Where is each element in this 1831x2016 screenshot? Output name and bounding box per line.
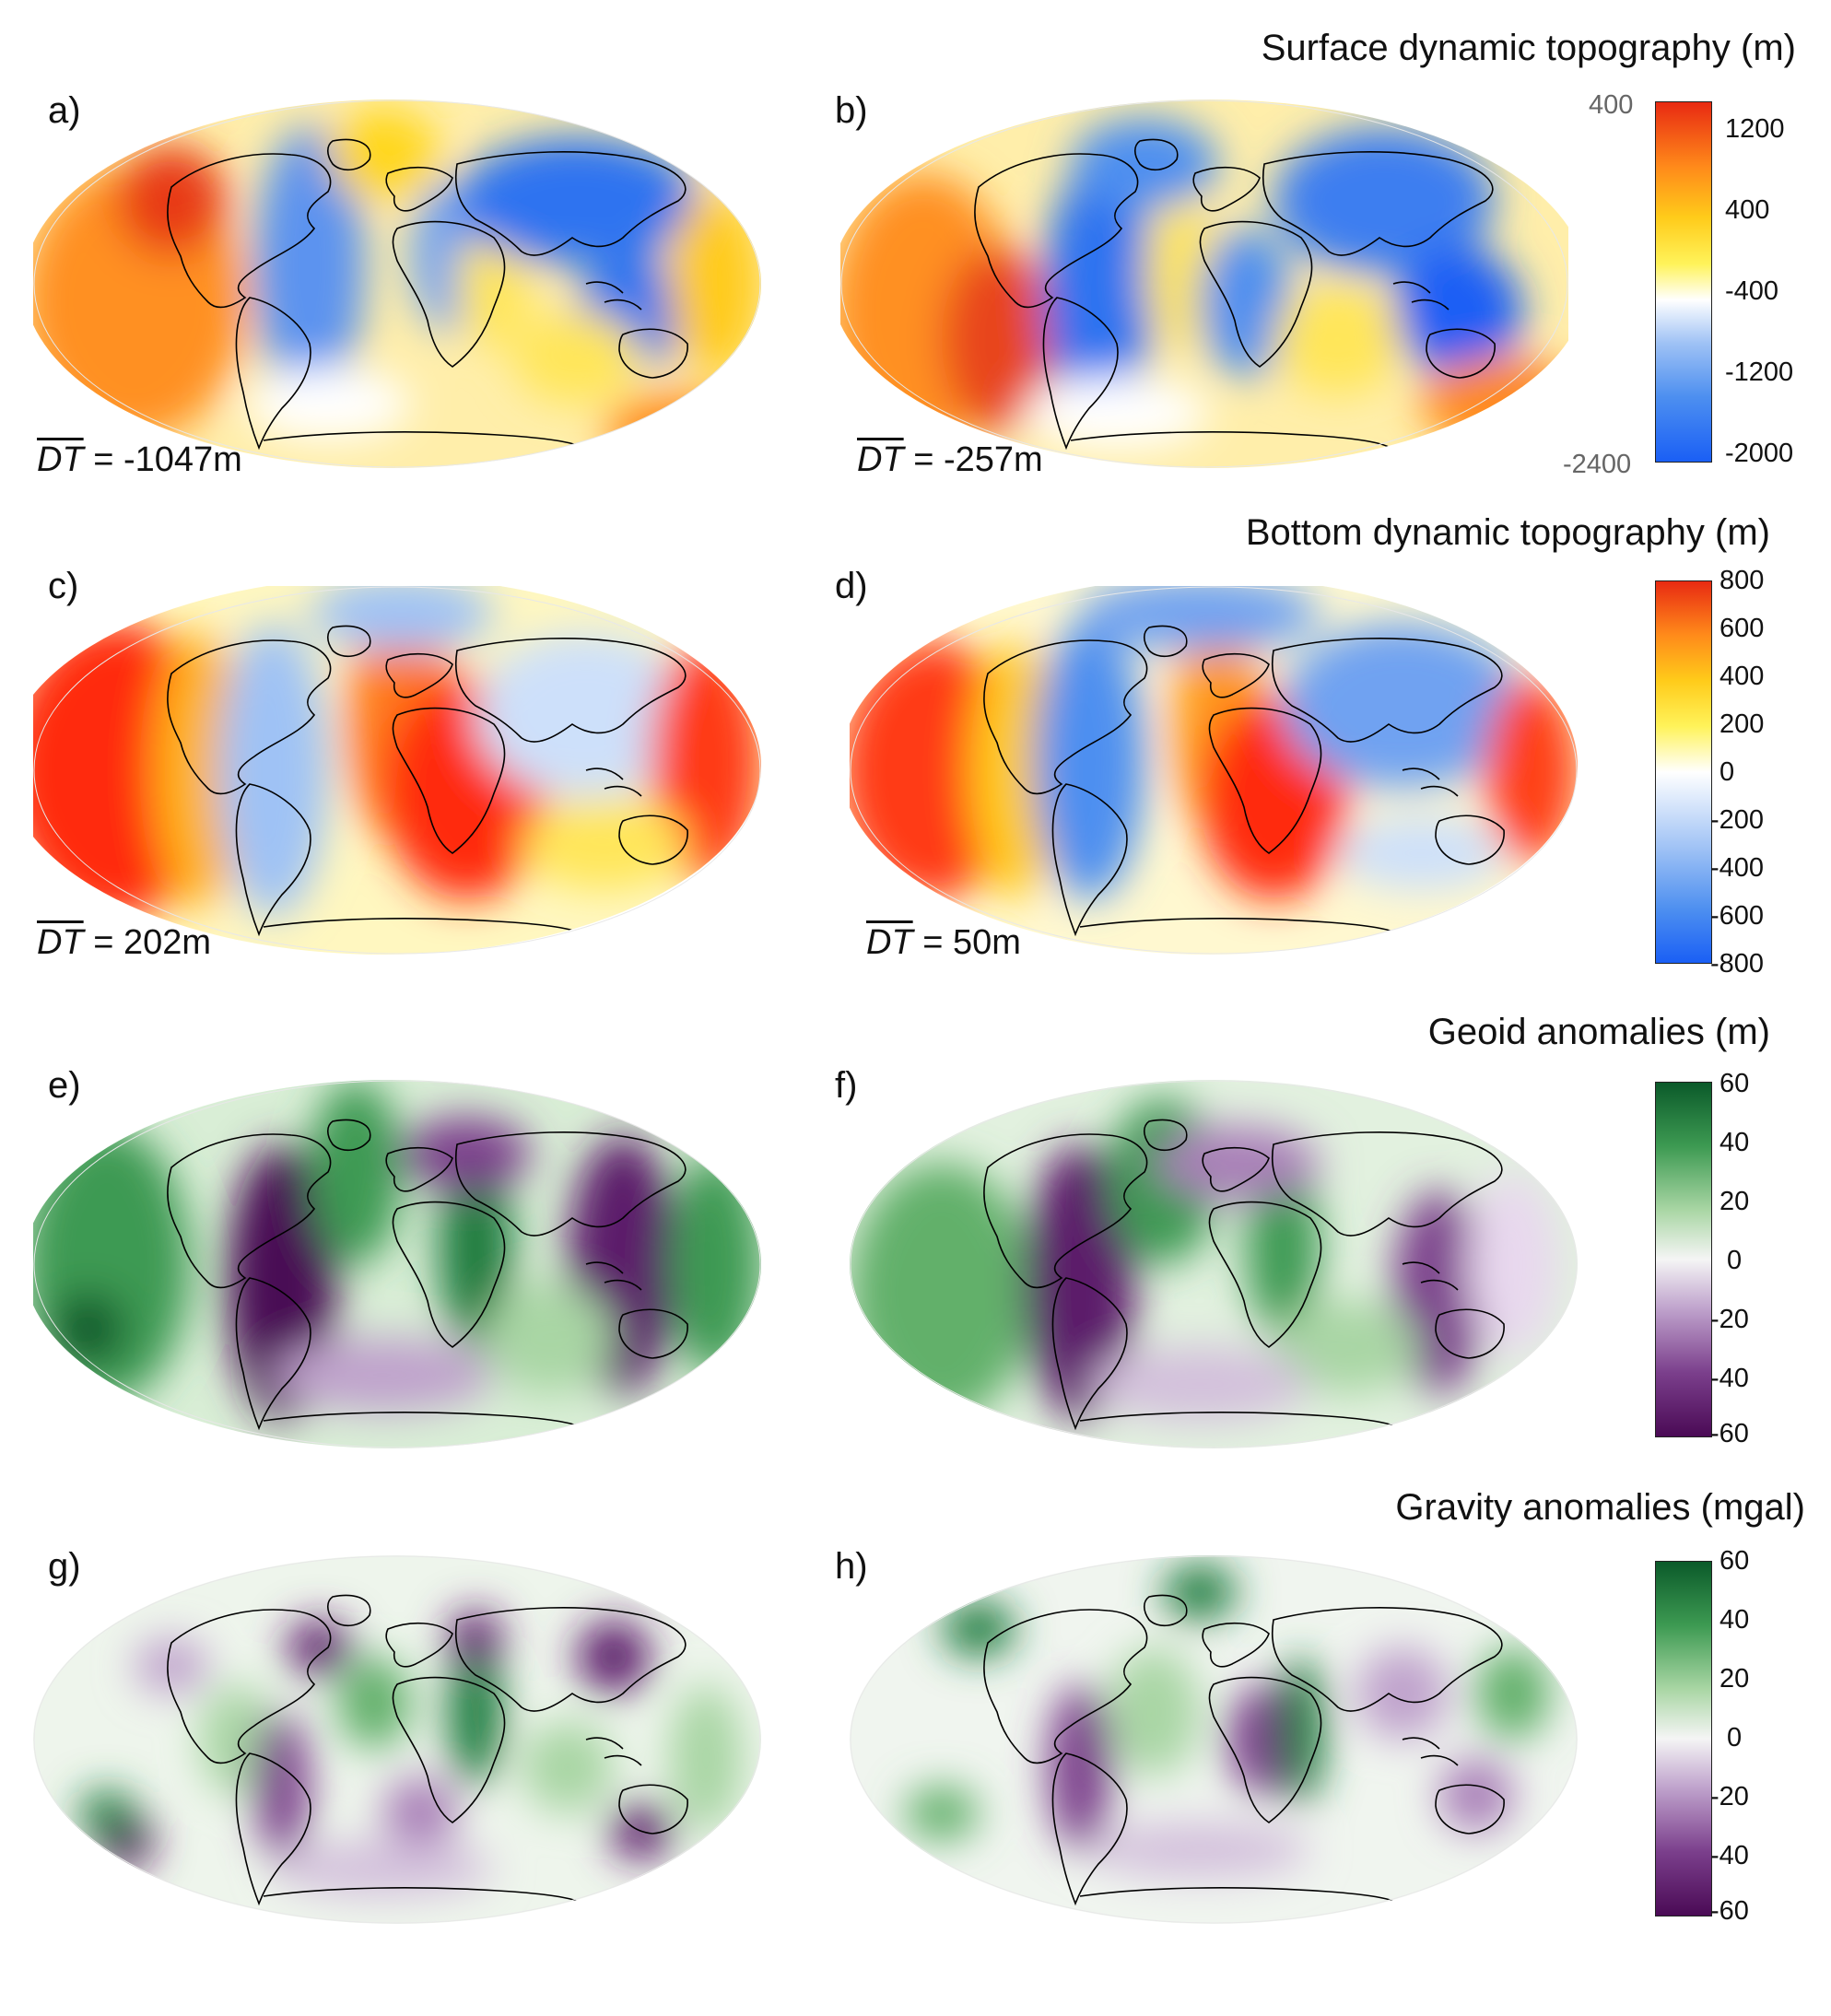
colorbar-geoid-tick: 20 bbox=[1719, 1187, 1750, 1216]
map-panel-h bbox=[850, 1555, 1578, 1924]
colorbar-gravity-tick: 20 bbox=[1719, 1664, 1750, 1694]
row-title-gravity: Gravity anomalies (mgal) bbox=[1395, 1487, 1805, 1528]
dt-value-c: DT = 202m bbox=[37, 923, 211, 963]
map-panel-f bbox=[850, 1080, 1578, 1448]
dt-value-b: DT = -257m bbox=[857, 440, 1043, 480]
colorbar-bottom-tick: 600 bbox=[1719, 614, 1765, 643]
dt-value-text: = 202m bbox=[93, 923, 212, 962]
colorbar-bottom-tick: -600 bbox=[1710, 901, 1765, 931]
panel-label-f: f) bbox=[835, 1065, 858, 1106]
colorbar-bottom-tick: 200 bbox=[1719, 709, 1765, 739]
colorbar-surface bbox=[1655, 101, 1712, 463]
dt-symbol: DT bbox=[857, 440, 904, 479]
dt-value-text: = 50m bbox=[922, 923, 1021, 962]
colorbar-gravity bbox=[1655, 1561, 1712, 1916]
colorbar-gravity-tick: 40 bbox=[1719, 1605, 1750, 1635]
map-panel-g bbox=[33, 1555, 761, 1924]
map-panel-d bbox=[840, 577, 1578, 955]
dt-value-text: = -1047m bbox=[93, 440, 242, 479]
row-title-bottom: Bottom dynamic topography (m) bbox=[1245, 512, 1770, 553]
colorbar-geoid bbox=[1655, 1082, 1712, 1437]
colorbar-surface-tick: -400 bbox=[1725, 276, 1779, 306]
colorbar-gravity-tick: 0 bbox=[1727, 1723, 1743, 1752]
dt-value-d: DT = 50m bbox=[866, 923, 1021, 963]
panel-label-d: d) bbox=[835, 566, 868, 606]
dt-symbol: DT bbox=[37, 440, 84, 479]
colorbar-surface-tick: 400 bbox=[1725, 195, 1770, 225]
panel-label-a: a) bbox=[48, 90, 81, 131]
panel-label-e: e) bbox=[48, 1065, 81, 1106]
dt-value-a: DT = -1047m bbox=[37, 440, 242, 480]
colorbar-geoid-tick: 0 bbox=[1727, 1246, 1743, 1275]
colorbar-surface-tick: 1200 bbox=[1725, 114, 1785, 144]
colorbar-geoid-tick: 60 bbox=[1719, 1069, 1750, 1098]
panel-label-c: c) bbox=[48, 566, 79, 606]
dt-symbol: DT bbox=[37, 923, 84, 962]
dt-symbol: DT bbox=[866, 923, 913, 962]
dt-value-text: = -257m bbox=[913, 440, 1043, 479]
map-panel-b bbox=[831, 100, 1587, 468]
colorbar-geoid-tick: 40 bbox=[1719, 1128, 1750, 1157]
panel-label-b: b) bbox=[835, 90, 868, 131]
row-title-geoid: Geoid anomalies (m) bbox=[1427, 1012, 1770, 1052]
colorbar-bottom-tick: 400 bbox=[1719, 662, 1765, 691]
colorbar-bottom bbox=[1655, 580, 1712, 964]
colorbar-surface-extra-tick: -2400 bbox=[1563, 450, 1632, 479]
colorbar-gravity-tick: -40 bbox=[1710, 1841, 1749, 1870]
colorbar-bottom-tick: 800 bbox=[1719, 566, 1765, 595]
colorbar-gravity-tick: -60 bbox=[1710, 1896, 1749, 1926]
panel-label-h: h) bbox=[835, 1546, 868, 1587]
colorbar-gravity-tick: 60 bbox=[1719, 1546, 1750, 1576]
colorbar-bottom-tick: -200 bbox=[1710, 805, 1765, 835]
colorbar-surface-tick: -1200 bbox=[1725, 357, 1794, 387]
colorbar-gravity-tick: -20 bbox=[1710, 1782, 1749, 1811]
colorbar-geoid-tick: -40 bbox=[1710, 1364, 1749, 1393]
colorbar-bottom-tick: -400 bbox=[1710, 853, 1765, 883]
map-panel-c bbox=[6, 577, 761, 955]
colorbar-bottom-tick: -800 bbox=[1710, 949, 1765, 979]
colorbar-surface-extra-tick: 400 bbox=[1589, 90, 1634, 120]
colorbar-bottom-tick: 0 bbox=[1719, 757, 1735, 787]
row-title-surface: Surface dynamic topography (m) bbox=[1261, 28, 1796, 68]
map-panel-a bbox=[24, 100, 761, 468]
map-panel-e bbox=[24, 1080, 761, 1448]
colorbar-surface-tick: -2000 bbox=[1725, 439, 1794, 468]
colorbar-geoid-tick: -20 bbox=[1710, 1305, 1749, 1334]
colorbar-geoid-tick: -60 bbox=[1710, 1419, 1749, 1448]
panel-label-g: g) bbox=[48, 1546, 81, 1587]
